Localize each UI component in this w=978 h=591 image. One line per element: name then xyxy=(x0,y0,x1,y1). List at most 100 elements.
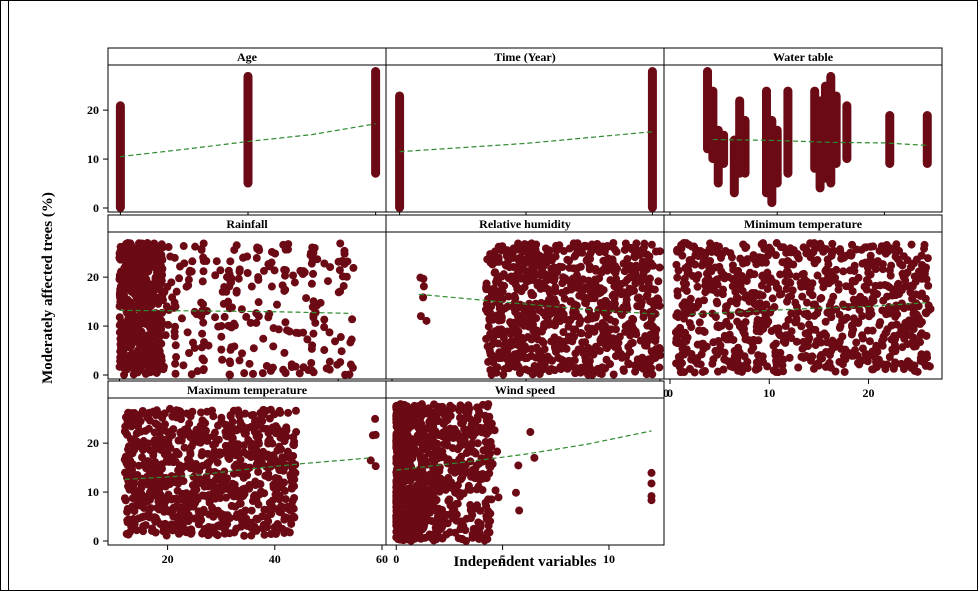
data-point xyxy=(349,263,358,272)
data-point xyxy=(266,366,275,375)
data-point xyxy=(917,289,926,298)
data-point xyxy=(590,327,599,336)
x-tick-label: 10 xyxy=(763,386,775,400)
data-point xyxy=(174,436,183,445)
data-point xyxy=(524,366,533,375)
data-point xyxy=(455,406,464,415)
data-point xyxy=(133,471,142,480)
data-point xyxy=(371,462,380,471)
data-point xyxy=(402,476,411,485)
data-point xyxy=(320,315,329,324)
data-point xyxy=(840,367,849,376)
data-point xyxy=(537,263,546,272)
data-point xyxy=(711,263,720,272)
data-point xyxy=(855,306,864,315)
data-point xyxy=(562,344,571,353)
data-point xyxy=(335,266,344,275)
data-point xyxy=(307,279,316,288)
data-point xyxy=(452,500,461,509)
data-point xyxy=(198,491,207,500)
data-point xyxy=(210,482,219,491)
data-point xyxy=(503,355,512,364)
data-point xyxy=(551,340,560,349)
data-point xyxy=(211,313,220,322)
data-point xyxy=(440,411,449,420)
panel-1: Time (Year)1.01.52.0 xyxy=(385,47,665,233)
data-point xyxy=(394,433,403,442)
data-point xyxy=(124,530,133,539)
data-point xyxy=(466,485,475,494)
data-point xyxy=(747,346,756,355)
data-point xyxy=(211,271,220,280)
data-point xyxy=(810,311,819,320)
data-point xyxy=(145,445,154,454)
data-point xyxy=(120,494,129,503)
data-point xyxy=(144,510,153,519)
data-point xyxy=(794,363,803,372)
fit-line xyxy=(124,457,372,480)
data-point xyxy=(134,461,143,470)
data-point xyxy=(849,351,858,360)
data-point xyxy=(162,531,171,540)
data-point xyxy=(144,332,153,341)
data-point xyxy=(860,299,869,308)
data-point xyxy=(267,506,276,515)
data-point xyxy=(720,348,729,357)
data-point xyxy=(197,408,206,417)
data-point xyxy=(577,345,586,354)
data-point xyxy=(139,444,148,453)
data-point xyxy=(202,459,211,468)
data-point xyxy=(435,403,444,412)
data-point xyxy=(438,447,447,456)
data-point xyxy=(415,505,424,514)
data-point xyxy=(541,272,550,281)
data-point xyxy=(276,466,285,475)
data-point xyxy=(180,443,189,452)
data-point xyxy=(455,455,464,464)
data-point xyxy=(554,353,563,362)
data-point xyxy=(222,431,231,440)
data-point xyxy=(154,299,163,308)
data-point xyxy=(175,523,184,532)
data-point xyxy=(143,267,152,276)
data-point xyxy=(513,269,522,278)
data-point xyxy=(174,466,183,475)
data-point xyxy=(581,298,590,307)
data-point xyxy=(733,281,742,290)
data-point xyxy=(204,491,213,500)
data-point xyxy=(247,506,256,515)
data-point xyxy=(172,287,181,296)
x-tick-label: 0 xyxy=(667,386,673,400)
data-point xyxy=(425,423,434,432)
x-axis-label: Independent variables xyxy=(454,554,597,570)
data-point xyxy=(650,296,659,305)
data-point xyxy=(232,288,241,297)
data-point xyxy=(274,525,283,534)
data-point xyxy=(309,329,318,338)
data-point xyxy=(848,287,857,296)
data-point xyxy=(434,520,443,529)
data-point xyxy=(127,341,136,350)
data-point xyxy=(164,243,173,252)
data-point xyxy=(835,323,844,332)
data-point xyxy=(846,266,855,275)
data-point xyxy=(123,473,132,482)
data-point xyxy=(512,336,521,345)
y-tick-label: 10 xyxy=(87,319,99,333)
data-point xyxy=(816,239,825,248)
data-point xyxy=(126,314,135,323)
data-point xyxy=(609,370,618,379)
panel-4: Relative humidity050100 xyxy=(385,214,669,400)
data-point xyxy=(216,494,225,503)
data-point xyxy=(632,239,641,248)
data-point xyxy=(603,331,612,340)
data-point xyxy=(609,238,618,247)
data-point xyxy=(195,466,204,475)
data-point xyxy=(521,354,530,363)
data-point xyxy=(309,269,318,278)
data-point xyxy=(144,353,153,362)
data-point xyxy=(246,449,255,458)
panel-title: Age xyxy=(237,50,258,64)
data-point xyxy=(611,245,620,254)
data-point xyxy=(808,291,817,300)
